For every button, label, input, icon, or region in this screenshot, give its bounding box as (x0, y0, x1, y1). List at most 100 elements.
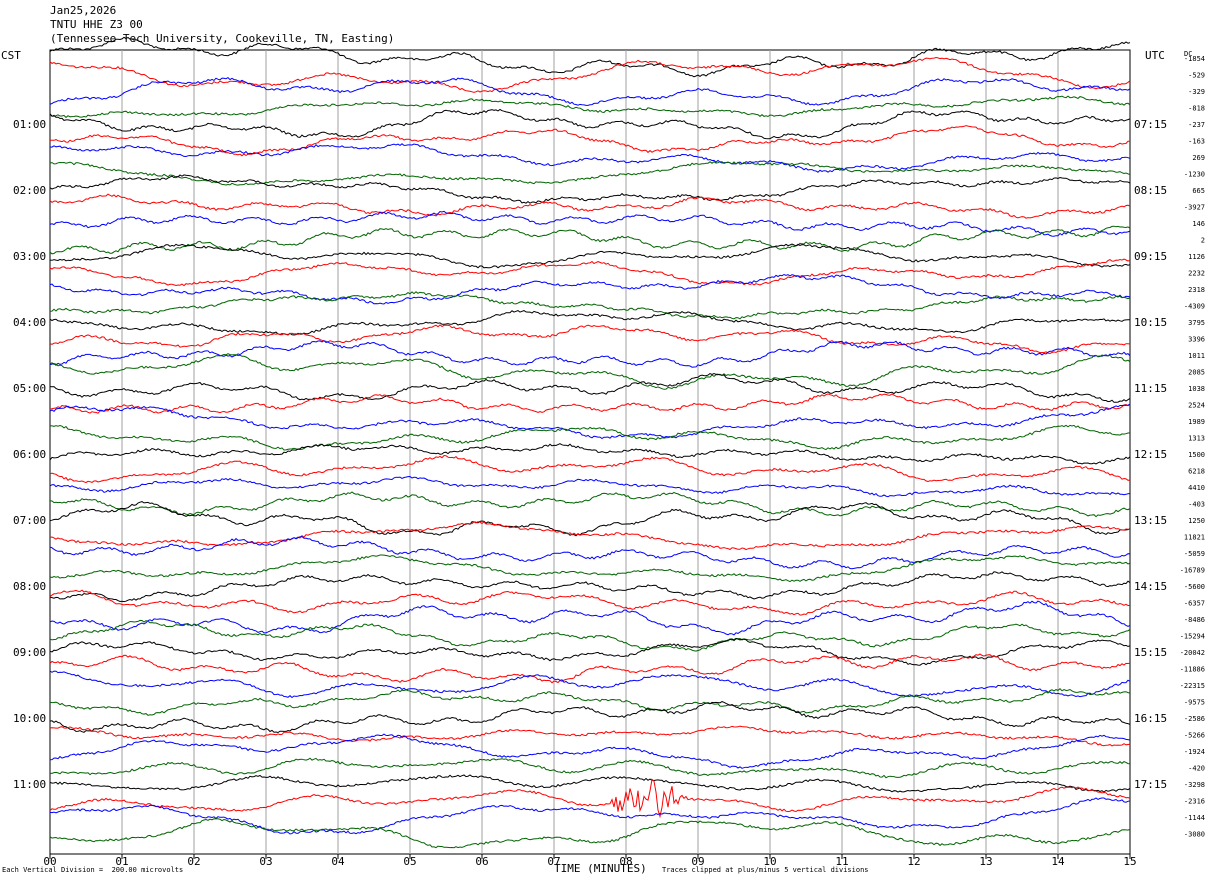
seismic-trace (49, 225, 1131, 255)
seismic-trace (49, 353, 1131, 390)
dc-offset-label: -4309 (1184, 303, 1205, 311)
seismic-trace (49, 108, 1131, 140)
cst-axis-title: CST (1, 49, 21, 62)
dc-offset-label: 665 (1192, 187, 1205, 195)
cst-hour-label: 09:00 (13, 646, 46, 659)
seismic-trace (49, 174, 1131, 204)
dc-offset-label: -1144 (1184, 814, 1205, 822)
dc-offset-label: -20042 (1180, 649, 1205, 657)
cst-hour-label: 10:00 (13, 712, 46, 725)
utc-hour-label: 13:15 (1134, 514, 1167, 527)
seismic-trace (49, 36, 1131, 78)
cst-hour-label: 04:00 (13, 316, 46, 329)
x-tick-label: 13 (979, 855, 992, 868)
seismic-trace (49, 536, 1131, 570)
plot-frame (49, 49, 1131, 855)
seismic-trace (49, 589, 1130, 616)
cst-hour-label: 08:00 (13, 580, 46, 593)
dc-offset-label: -1230 (1184, 171, 1205, 179)
dc-offset-label: 1989 (1188, 418, 1205, 426)
seismic-trace (49, 554, 1131, 583)
x-tick-label: 08 (619, 855, 632, 868)
cst-hour-label: 11:00 (13, 778, 46, 791)
seismic-trace (49, 424, 1131, 451)
seismic-trace (49, 774, 1131, 793)
dc-offset-label: -3298 (1184, 781, 1205, 789)
dc-offset-label: -2586 (1184, 715, 1205, 723)
x-tick-label: 03 (259, 855, 272, 868)
dc-offset-label: -2316 (1184, 798, 1205, 806)
dc-offset-label: -8486 (1184, 616, 1205, 624)
dc-offset-label: 146 (1192, 220, 1205, 228)
utc-hour-label: 16:15 (1134, 712, 1167, 725)
dc-offset-label: 2318 (1188, 286, 1205, 294)
seismic-trace (49, 638, 1131, 666)
seismic-trace (49, 56, 1131, 93)
dc-offset-label: -9575 (1184, 699, 1205, 707)
utc-hour-label: 07:15 (1134, 118, 1167, 131)
x-tick-label: 14 (1051, 855, 1065, 868)
cst-hour-label: 03:00 (13, 250, 46, 263)
dc-offset-label: 2232 (1188, 270, 1205, 278)
x-tick-label: 05 (403, 855, 416, 868)
dc-offset-label: 1250 (1188, 517, 1205, 525)
dc-offset-label: -403 (1188, 501, 1205, 509)
seismic-trace (49, 291, 1131, 320)
seismic-trace (49, 95, 1131, 119)
utc-hour-label: 09:15 (1134, 250, 1167, 263)
clip-note: Traces clipped at plus/minus 5 vertical … (662, 866, 869, 874)
seismic-trace (49, 757, 1131, 779)
x-tick-label: 15 (1123, 855, 1136, 868)
dc-offset-label: 4410 (1188, 484, 1205, 492)
seismic-trace (49, 725, 1131, 747)
seismic-trace (49, 258, 1131, 287)
x-tick-label: 04 (331, 855, 345, 868)
dc-offset-label: 1500 (1188, 451, 1205, 459)
seismic-trace (49, 501, 1131, 537)
dc-offset-label: -5266 (1184, 732, 1205, 740)
x-axis-title: TIME (MINUTES) (554, 862, 647, 875)
dc-offset-label: -11886 (1180, 666, 1205, 674)
dc-offset-label: 2524 (1188, 402, 1205, 410)
dc-offset-label: 2 (1201, 237, 1205, 245)
x-tick-label: 07 (547, 855, 560, 868)
dc-offset-label: -22315 (1180, 682, 1205, 690)
seismic-trace (49, 339, 1131, 368)
seismic-trace (49, 797, 1131, 835)
dc-offset-label: 1011 (1188, 352, 1205, 360)
dc-offset-label: 269 (1192, 154, 1205, 162)
cst-hour-label: 05:00 (13, 382, 46, 395)
dc-offset-label: -3927 (1184, 204, 1205, 212)
utc-hour-label: 08:15 (1134, 184, 1167, 197)
seismic-trace (49, 324, 1131, 355)
cst-hour-label: 06:00 (13, 448, 46, 461)
seismic-trace (49, 210, 1131, 237)
station-label: TNTU HHE Z3 00 (50, 18, 143, 31)
dc-offset-label: -5059 (1184, 550, 1205, 558)
seismic-trace (49, 193, 1131, 219)
dc-offset-label: -163 (1188, 138, 1205, 146)
dc-offset-label: -16789 (1180, 567, 1205, 575)
dc-offset-label: 2085 (1188, 369, 1205, 377)
cst-hour-label: 02:00 (13, 184, 46, 197)
seismic-trace (49, 688, 1131, 716)
utc-hour-label: 11:15 (1134, 382, 1167, 395)
utc-hour-label: 12:15 (1134, 448, 1167, 461)
dc-offset-label: -529 (1188, 72, 1205, 80)
dc-offset-label: -237 (1188, 121, 1205, 129)
dc-offset-label: 1038 (1188, 385, 1205, 393)
utc-hour-label: 15:15 (1134, 646, 1167, 659)
dc-offset-label: -1924 (1184, 748, 1205, 756)
dc-offset-label: -329 (1188, 88, 1205, 96)
scale-note: Each Vertical Division = 200.00 microvol… (2, 866, 184, 874)
seismic-trace (49, 76, 1131, 106)
seismic-trace (49, 273, 1131, 305)
x-tick-label: 02 (187, 855, 200, 868)
seismic-trace (49, 475, 1131, 498)
seismic-trace (49, 733, 1131, 769)
seismic-trace (49, 818, 1131, 849)
x-tick-label: 12 (907, 855, 920, 868)
seismic-trace (49, 571, 1131, 603)
seismic-trace (49, 619, 1131, 652)
